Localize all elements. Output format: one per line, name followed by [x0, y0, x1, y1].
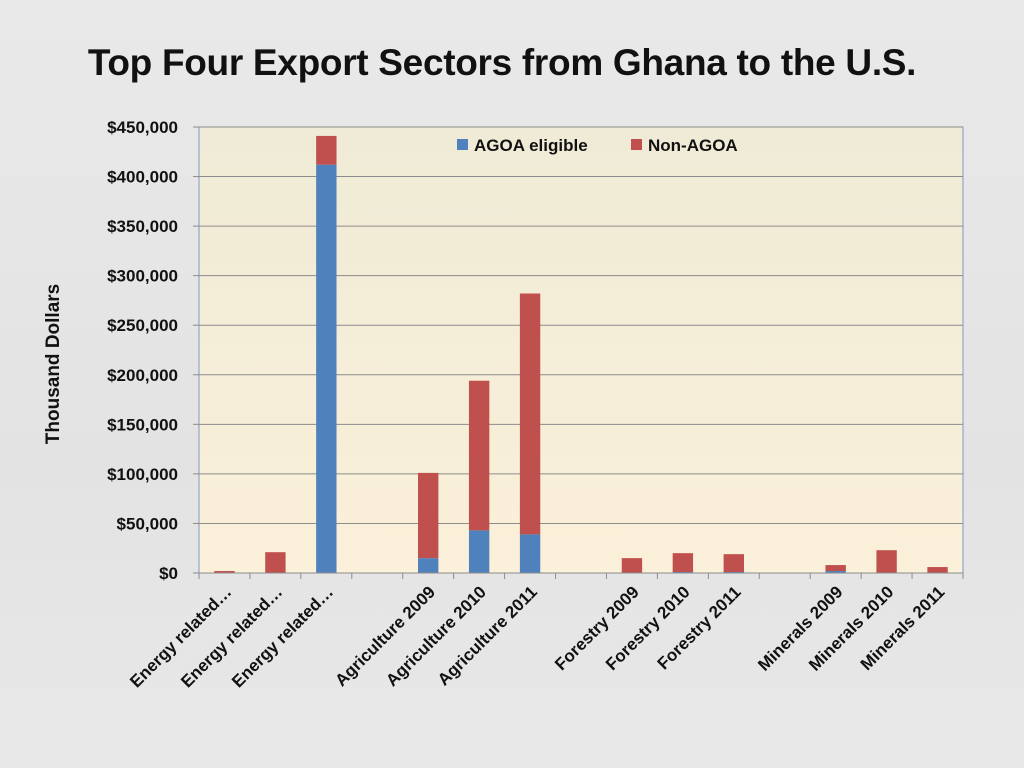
bar-non-agoa — [316, 135, 337, 165]
bar-non-agoa — [214, 571, 235, 573]
y-tick-label: $350,000 — [107, 217, 178, 236]
y-axis-title: Thousand Dollars — [43, 284, 64, 444]
x-category-label: Minerals 2009 — [754, 582, 846, 674]
bar-agoa-eligible — [316, 164, 337, 573]
bar-agoa-eligible — [468, 530, 490, 573]
bar-non-agoa — [418, 472, 439, 559]
y-tick-label: $200,000 — [107, 366, 178, 385]
legend-swatch-agoa-eligible — [457, 139, 468, 150]
slide-title: Top Four Export Sectors from Ghana to th… — [87, 42, 917, 83]
legend: AGOA eligible Non-AGOA — [457, 136, 738, 155]
y-tick-label: $450,000 — [107, 118, 178, 137]
y-tick-label: $100,000 — [107, 465, 178, 484]
bar-non-agoa — [621, 558, 643, 573]
y-tick-label: $150,000 — [107, 415, 178, 434]
bar-non-agoa — [876, 550, 897, 573]
bar-non-agoa — [265, 552, 286, 573]
bar-non-agoa — [468, 380, 490, 531]
x-category-label: Agriculture 2011 — [434, 582, 541, 689]
bar-non-agoa — [927, 567, 948, 573]
y-tick-label: $300,000 — [107, 267, 178, 286]
legend-swatch-non-agoa — [631, 139, 642, 150]
x-axis-category-labels: Energy related…Energy related…Energy rel… — [126, 582, 948, 691]
legend-label-non-agoa: Non-AGOA — [648, 136, 738, 155]
bar-agoa-eligible — [519, 534, 541, 573]
plot-area — [198, 126, 964, 574]
y-tick-label: $0 — [159, 564, 178, 583]
y-tick-label: $250,000 — [107, 316, 178, 335]
x-axis — [198, 572, 964, 579]
bar-agoa-eligible — [825, 571, 846, 573]
bar-non-agoa — [672, 553, 694, 573]
bars — [214, 135, 948, 573]
bar-non-agoa — [519, 293, 541, 535]
bar-non-agoa — [825, 565, 846, 572]
legend-label-agoa-eligible: AGOA eligible — [474, 136, 588, 155]
y-axis-tick-labels: $0 $50,000 $100,000 $150,000 $200,000 $250,00… — [107, 118, 199, 583]
bar-non-agoa — [723, 554, 744, 573]
y-tick-label: $50,000 — [117, 514, 178, 533]
y-tick-label: $400,000 — [107, 168, 178, 187]
bar-agoa-eligible — [418, 558, 439, 573]
